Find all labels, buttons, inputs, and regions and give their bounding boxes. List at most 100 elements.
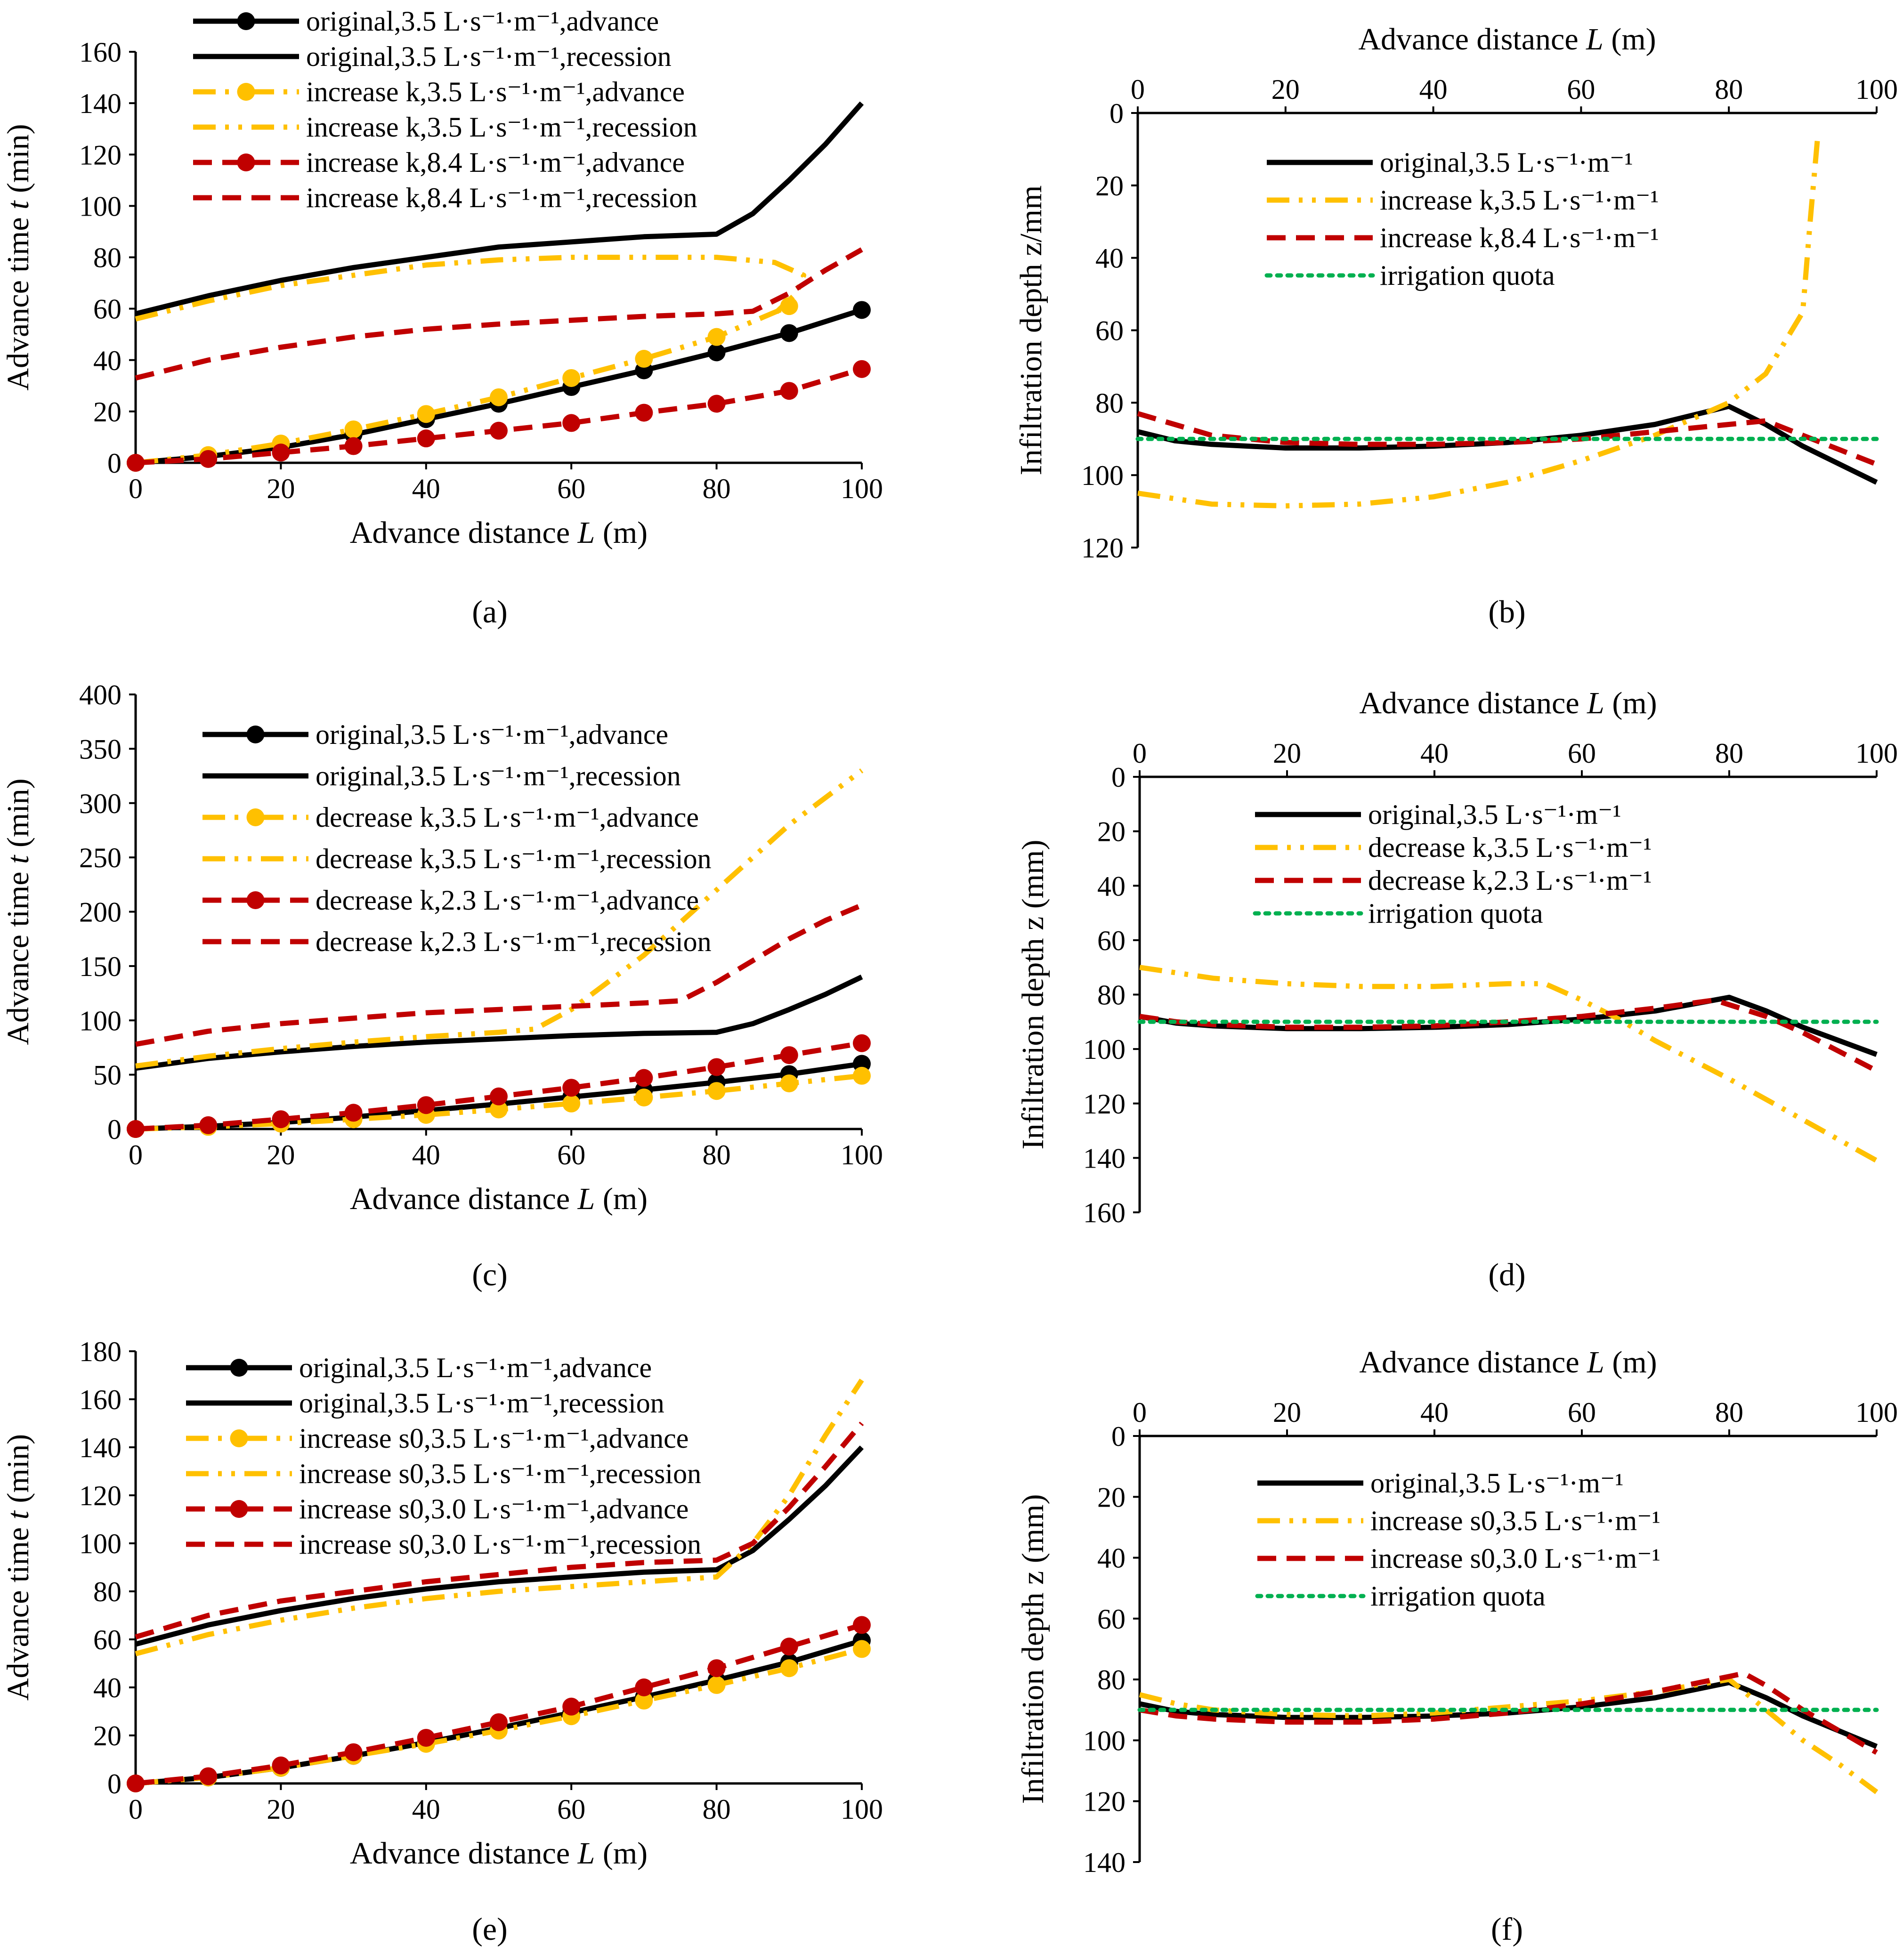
data-point <box>707 343 726 362</box>
series-line <box>135 1445 864 1647</box>
legend-label: original,3.5 L·s⁻¹·m⁻¹,advance <box>299 1352 652 1383</box>
x-axis-title-text: Advance distance <box>350 516 578 550</box>
y-tick-label: 250 <box>79 842 121 873</box>
x-tick-label: 20 <box>267 1139 295 1170</box>
x-tick-label: 40 <box>412 1794 440 1825</box>
y-axis-title: Infiltration depth z (mm) <box>1016 840 1050 1150</box>
data-point <box>853 360 871 378</box>
legend-marker <box>230 1359 248 1377</box>
y-tick-label: 100 <box>79 191 121 222</box>
chart-panel-e: 0 20 40 60 80 100 0 20 40 60 80 100 120 140 160 180 Adva… <box>1 1336 883 1947</box>
legend-label: irrigation quota <box>1370 1581 1546 1612</box>
data-point <box>490 388 508 406</box>
y-tick-label: 120 <box>1083 1786 1126 1817</box>
data-point <box>562 369 581 387</box>
data-point <box>635 1089 653 1107</box>
y-tick-label: 100 <box>1083 1725 1126 1756</box>
data-point <box>853 1616 871 1634</box>
y-tick-label: 0 <box>107 1768 121 1799</box>
data-point <box>853 301 871 319</box>
series-line <box>1139 994 1878 1057</box>
x-tick-label: 0 <box>1133 1397 1147 1428</box>
series-line <box>1139 1670 1878 1755</box>
y-tick-label: 140 <box>1083 1847 1126 1878</box>
x-axis-title: Advance distance L (m) <box>1359 686 1657 720</box>
y-tick-label: 400 <box>79 679 121 710</box>
x-axis-title-text: Advance distance <box>1358 22 1586 56</box>
data-point <box>199 450 218 468</box>
x-tick-label: 20 <box>1273 738 1301 769</box>
legend-label: increase k,3.5 L·s⁻¹·m⁻¹,advance <box>306 76 685 107</box>
x-axis-title-var: L <box>1587 686 1604 720</box>
y-axis-title: Infiltration depth z/mm <box>1014 186 1048 476</box>
y-tick-label: 160 <box>1083 1197 1126 1228</box>
data-point <box>344 1743 363 1761</box>
y-tick-label: 300 <box>79 788 121 819</box>
data-point <box>344 437 363 455</box>
x-axis-title-text: Advance distance <box>1359 686 1587 720</box>
x-tick-label: 40 <box>412 473 440 504</box>
series-line <box>135 101 864 316</box>
y-tick-label: 140 <box>79 88 121 119</box>
x-tick-label: 20 <box>1271 74 1300 105</box>
x-axis-title-text: Advance distance <box>350 1836 578 1871</box>
series-line <box>135 1638 863 1786</box>
data-point <box>490 421 508 440</box>
x-axis-title: Advance distance L (m) <box>350 1836 648 1871</box>
data-point <box>272 1756 290 1774</box>
legend-label: decrease k,3.5 L·s⁻¹·m⁻¹ <box>1368 832 1652 863</box>
y-tick-label: 40 <box>93 1672 121 1703</box>
y-tick-label: 0 <box>1111 1421 1126 1452</box>
x-tick-label: 60 <box>1568 738 1596 769</box>
x-tick-label: 0 <box>129 1794 143 1825</box>
x-tick-label: 60 <box>557 473 585 504</box>
panel-caption: (e) <box>472 1911 507 1947</box>
legend-marker <box>230 1500 248 1518</box>
y-axis-title-unit: (min) <box>1 778 35 855</box>
y-tick-label: 50 <box>93 1060 121 1091</box>
y-tick-label: 100 <box>79 1005 121 1036</box>
series-line <box>135 307 863 466</box>
x-tick-label: 100 <box>841 473 883 504</box>
legend-label: increase s0,3.0 L·s⁻¹·m⁻¹ <box>1370 1543 1660 1574</box>
legend-label: decrease k,2.3 L·s⁻¹·m⁻¹,recession <box>316 926 712 957</box>
y-tick-label: 60 <box>1097 925 1126 956</box>
x-tick-label: 100 <box>841 1139 883 1170</box>
x-tick-label: 0 <box>129 1139 143 1170</box>
data-point <box>127 1120 145 1138</box>
legend-marker <box>230 1429 248 1447</box>
y-tick-label: 180 <box>79 1336 121 1367</box>
x-tick-label: 0 <box>129 473 143 504</box>
y-axis-title-text: Advance time <box>1 210 35 391</box>
series-line <box>1139 1680 1878 1749</box>
x-tick-label: 60 <box>557 1139 585 1170</box>
y-tick-label: 100 <box>79 1528 121 1559</box>
data-point <box>127 1774 145 1792</box>
y-tick-label: 20 <box>1097 816 1126 847</box>
data-point <box>562 1094 581 1113</box>
y-tick-label: 120 <box>1081 532 1124 564</box>
legend-label: increase k,8.4 L·s⁻¹·m⁻¹ <box>1380 222 1659 253</box>
chart-panel-d: 0 20 40 60 80 100 0 20 40 60 80 100 120 140 160 Advance… <box>1016 686 1898 1292</box>
y-axis-title: Advance time t (min) <box>1 778 35 1045</box>
legend-label: irrigation quota <box>1380 260 1555 291</box>
y-tick-label: 80 <box>93 1576 121 1607</box>
x-tick-label: 80 <box>1715 1397 1743 1428</box>
series-line <box>135 1421 864 1640</box>
y-tick-label: 120 <box>79 1480 121 1511</box>
x-axis-title-var: L <box>1587 1345 1604 1379</box>
y-axis-title: Advance time t (min) <box>1 1434 35 1701</box>
series-line <box>1139 965 1878 1163</box>
y-axis-title-var: t <box>1 855 35 864</box>
x-tick-label: 20 <box>1273 1397 1301 1428</box>
x-axis-title-unit: (m) <box>1604 1345 1657 1379</box>
x-axis-title-var: L <box>1586 22 1603 56</box>
y-axis-title-text: Advance time <box>1 864 35 1045</box>
y-axis-title-unit: (min) <box>1 124 35 201</box>
legend-marker <box>246 808 265 826</box>
data-point <box>490 1087 508 1105</box>
data-point <box>635 1692 653 1710</box>
x-axis-title-unit: (m) <box>595 1182 648 1216</box>
y-tick-label: 20 <box>1097 1482 1126 1513</box>
x-tick-label: 0 <box>1133 738 1147 769</box>
